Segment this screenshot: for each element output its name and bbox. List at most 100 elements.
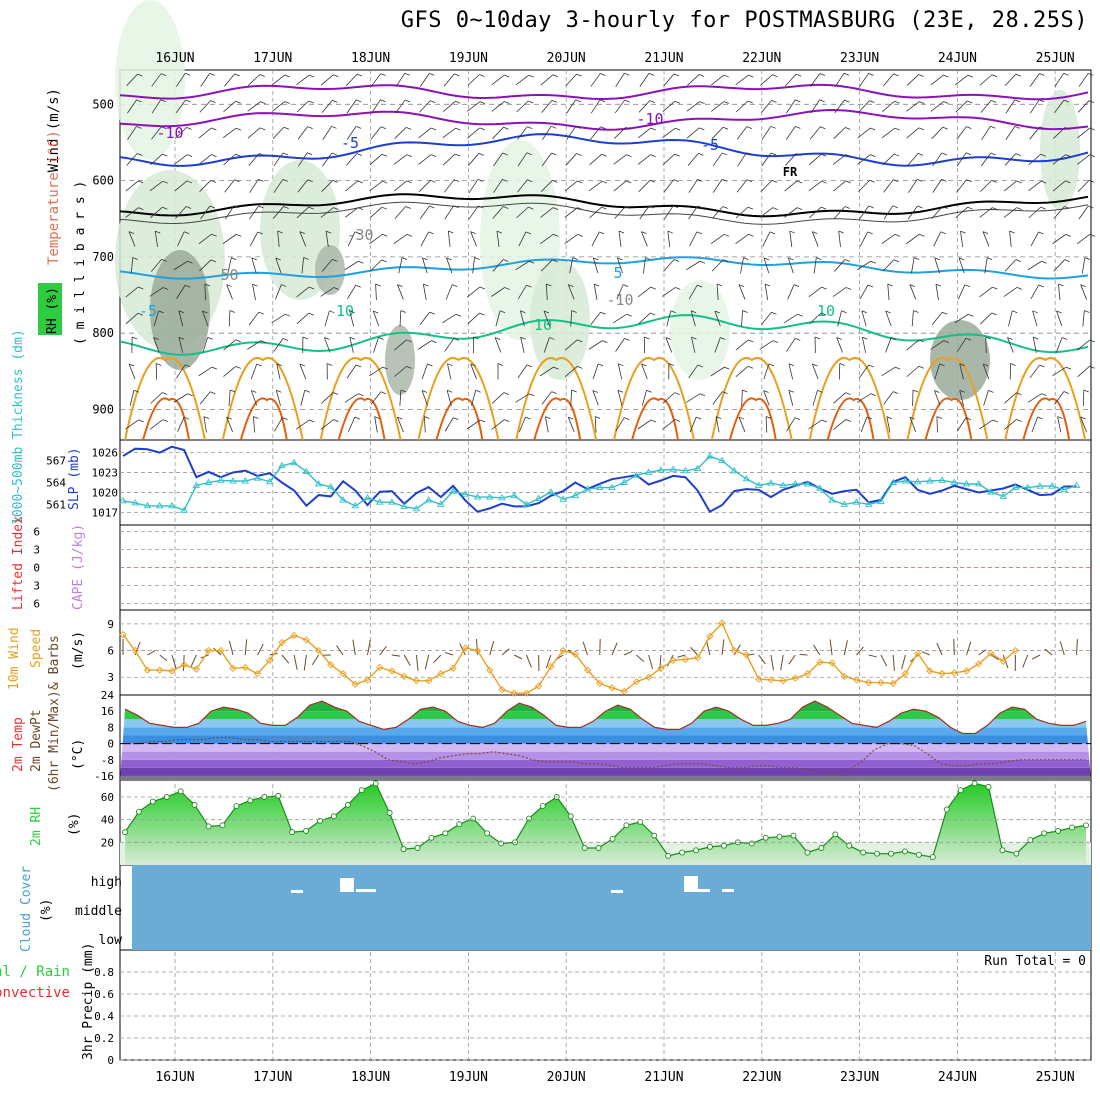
wind-barb-flag	[309, 419, 315, 423]
wind-barb	[834, 206, 846, 219]
wind-barb-flag	[618, 363, 624, 367]
wind-barb	[1027, 393, 1042, 403]
wind-barb-flag	[1039, 99, 1045, 103]
wind10-barb	[921, 651, 931, 656]
wind-barb-flag	[136, 99, 142, 103]
wind-barb-flag	[967, 100, 973, 104]
wind-barb-flag	[1057, 416, 1063, 420]
wind-barb-flag	[870, 260, 876, 264]
wind-barb-flag	[479, 74, 485, 77]
wind-barb-flag	[912, 389, 919, 393]
wind10-marker	[803, 670, 812, 678]
wind-barb-flag	[967, 206, 973, 210]
wind-barb-flag	[721, 178, 728, 182]
cloud-block	[722, 889, 734, 892]
wind10-barb	[721, 639, 725, 656]
wind-barb-flag	[185, 99, 191, 103]
thickness-tick: 564	[46, 477, 66, 490]
pressure-tick: 500	[92, 97, 114, 111]
wind-barb-flag	[577, 207, 583, 211]
wind-barb-flag	[577, 339, 583, 343]
wind-barb	[228, 310, 231, 327]
wind-barb-flag	[430, 154, 437, 157]
wind-barb	[832, 154, 847, 165]
wind-barb	[494, 337, 502, 353]
wind-barb-flag	[527, 126, 533, 129]
wind-barb	[736, 126, 748, 140]
wind10-barb	[513, 654, 523, 660]
wind-barb-flag	[431, 340, 437, 343]
wind-barb-flag	[788, 363, 795, 367]
label-lifted-index: Lifted Index	[11, 516, 26, 610]
chart-title: GFS 0~10day 3-hourly for POSTMASBURG (23…	[400, 8, 1088, 33]
wind-barb	[930, 340, 945, 350]
wind-barb-flag	[821, 419, 827, 423]
wind-barb	[906, 127, 920, 139]
wind-barb-flag	[453, 179, 460, 183]
wind-barb	[936, 416, 938, 433]
precip-tick: 0	[107, 1054, 114, 1067]
wind-barb	[979, 286, 993, 298]
wind10-barb	[1059, 641, 1065, 656]
wind-barb	[444, 205, 454, 220]
wind10-marker	[253, 670, 262, 678]
label-2m-dewpt: 2m DewPt	[29, 709, 44, 772]
wind-barb	[1077, 100, 1090, 113]
wind-barb-flag	[1040, 153, 1046, 157]
wind-barb-flag	[1065, 234, 1071, 237]
wind-barb-flag	[380, 391, 387, 395]
thickness-marker	[962, 480, 971, 487]
wind-barb	[738, 416, 746, 433]
wind-barb-flag	[867, 284, 874, 288]
rh-marker	[428, 834, 435, 841]
wind10-barb	[843, 640, 848, 656]
day-label-bottom: 24JUN	[938, 1070, 977, 1085]
wind-barb-flag	[183, 416, 190, 420]
wind-barb	[421, 363, 428, 380]
thickness-marker	[608, 483, 616, 491]
wind-barb	[349, 310, 354, 327]
wind-barb	[271, 74, 285, 86]
wind-barb-flag	[128, 231, 135, 234]
wind-barb	[154, 231, 158, 247]
wind-barb-flag	[670, 310, 676, 314]
wind-barb	[833, 127, 846, 139]
wind10-barb	[476, 639, 479, 656]
wind-barb	[467, 286, 481, 298]
wind-barb-flag	[626, 313, 632, 317]
wind-barb-flag	[1016, 180, 1022, 184]
wind-barb	[198, 154, 212, 165]
wind-barb-flag	[378, 337, 384, 340]
wind-barb-flag	[965, 152, 972, 156]
wind-barb	[296, 100, 309, 113]
wind-barb-flag	[162, 287, 169, 290]
wind-barb	[735, 365, 749, 378]
wind10-marker	[583, 666, 592, 674]
wind-barb-flag	[186, 127, 192, 130]
wind-barb	[1008, 310, 1013, 327]
wind-barb	[881, 234, 896, 244]
thickness-marker	[803, 480, 812, 487]
wind-barb	[223, 339, 236, 351]
wind-barb	[542, 126, 552, 140]
contour-label: -5	[341, 134, 359, 152]
wind10-marker	[498, 686, 506, 694]
wind-barb	[345, 180, 359, 192]
pressure-tick: 600	[92, 174, 114, 188]
wind-barb-flag	[894, 233, 901, 237]
wind-barb-flag	[968, 313, 974, 317]
wind-barb-flag	[162, 180, 168, 184]
rh-marker	[1013, 850, 1020, 857]
wind-barb-flag	[839, 363, 845, 366]
wind-barb	[906, 74, 919, 86]
wind10-barb	[648, 654, 654, 670]
wind-barb-flag	[1089, 365, 1095, 369]
wind-barb	[1052, 180, 1066, 192]
wind-barb-flag	[552, 74, 559, 78]
wind-barb-flag	[304, 389, 310, 393]
rh-shade	[930, 320, 990, 400]
wind-barb-flag	[885, 310, 891, 314]
wind-barb-flag	[520, 310, 526, 314]
rh-marker	[456, 821, 463, 828]
